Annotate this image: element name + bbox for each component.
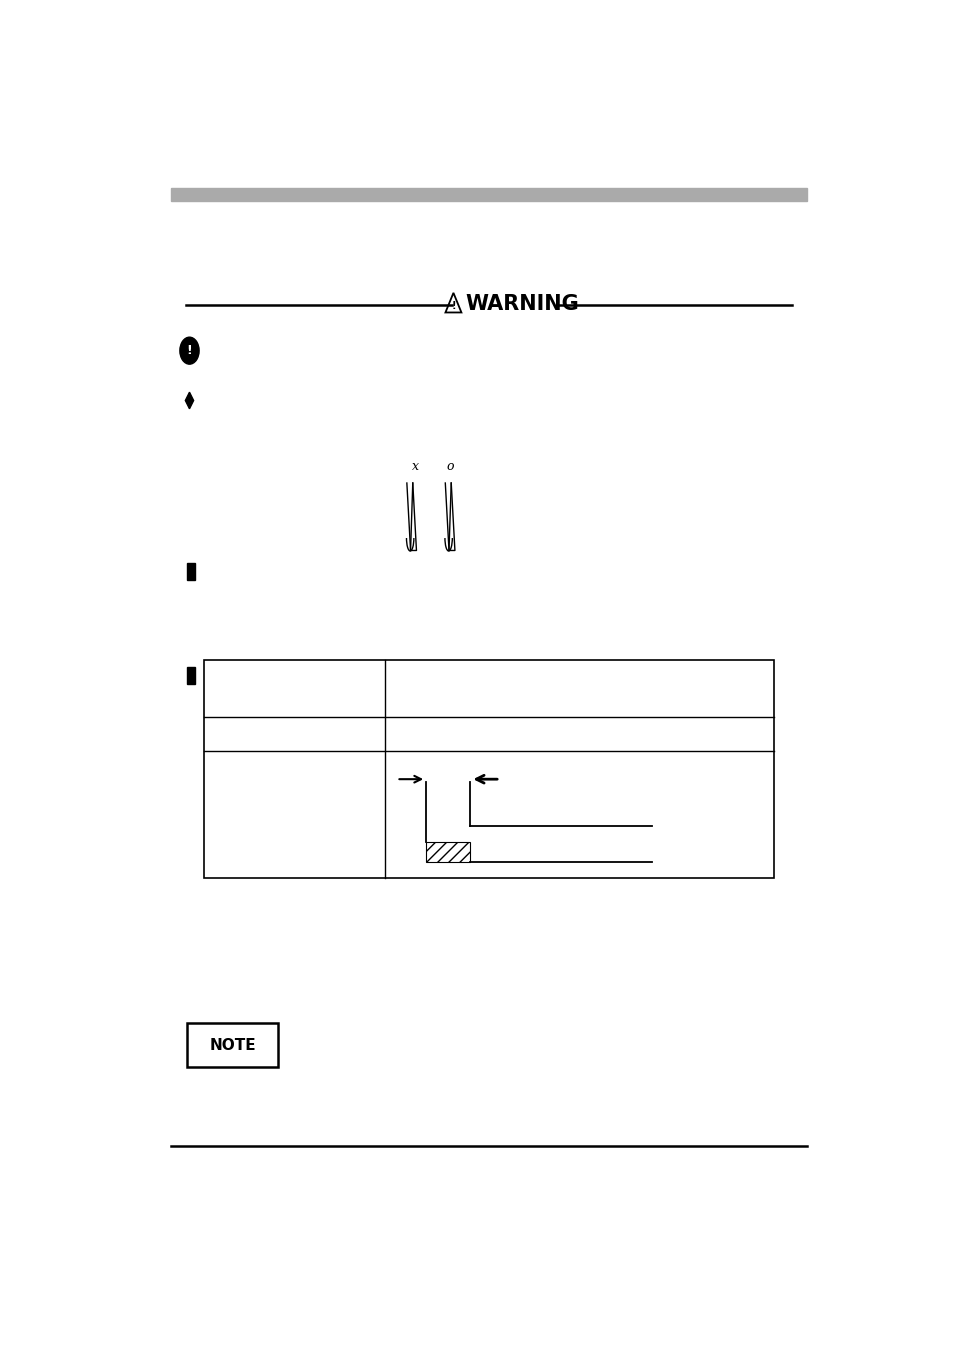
Text: !: ! — [451, 301, 456, 311]
Text: NOTE: NOTE — [210, 1038, 255, 1053]
Circle shape — [180, 337, 199, 364]
Bar — [187, 563, 195, 580]
Polygon shape — [185, 392, 193, 408]
Text: WARNING: WARNING — [465, 294, 578, 314]
Bar — [187, 1023, 278, 1066]
Bar — [187, 667, 195, 683]
Text: !: ! — [187, 344, 193, 357]
Bar — [204, 661, 773, 878]
Bar — [426, 841, 470, 863]
Bar — [171, 187, 806, 201]
Text: x: x — [411, 461, 418, 473]
Text: o: o — [446, 461, 454, 473]
